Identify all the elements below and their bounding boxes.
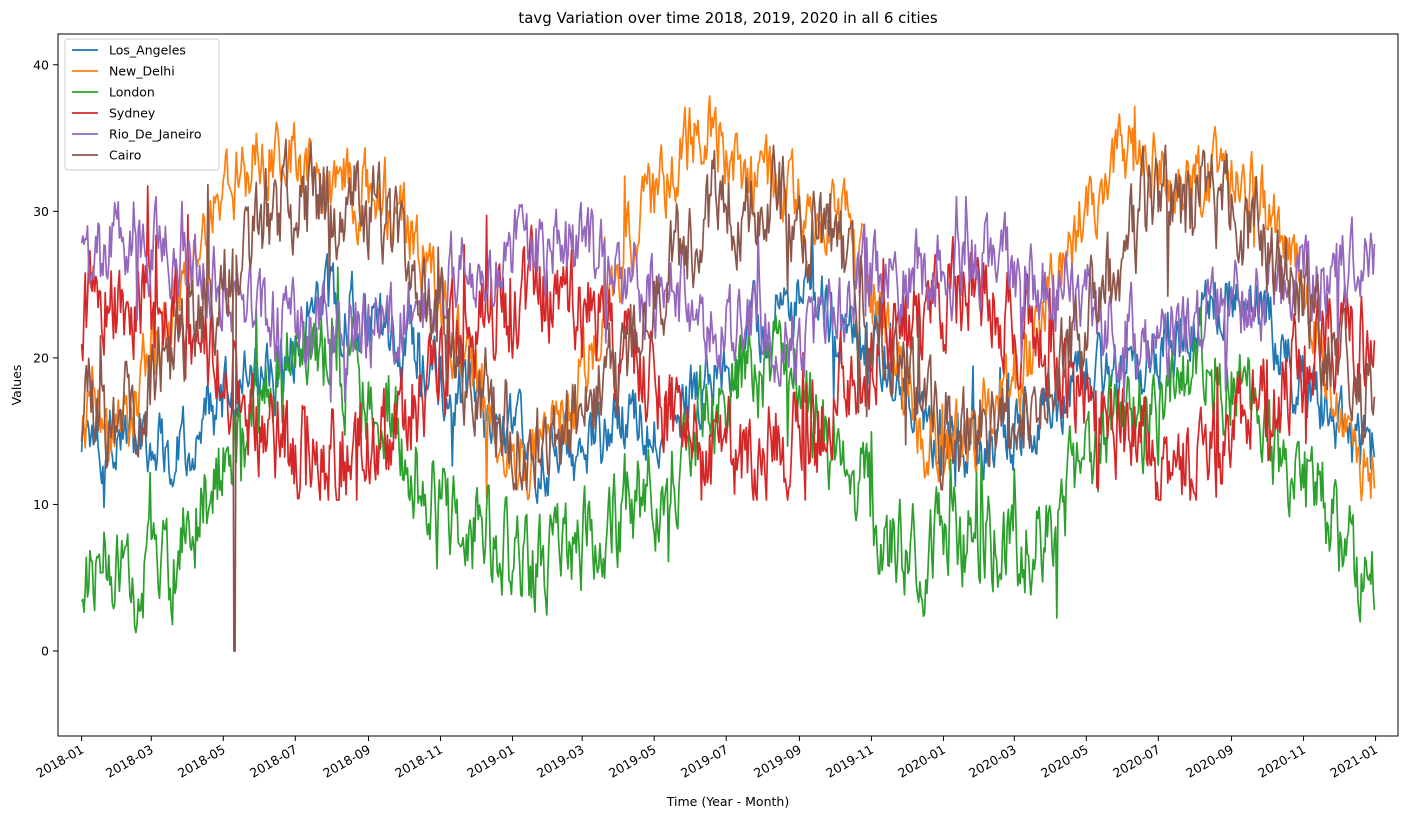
legend-label: London <box>109 85 155 100</box>
y-tick-label: 40 <box>33 57 49 72</box>
x-tick-label: 2021-01 <box>1327 742 1380 781</box>
x-tick-label: 2020-07 <box>1110 742 1163 781</box>
series-line-sydney <box>80 185 1376 501</box>
series-line-los-angeles <box>80 225 1376 509</box>
y-axis-label: Values <box>9 365 24 406</box>
legend-label: New_Delhi <box>109 64 175 79</box>
legend-label: Sydney <box>109 106 156 121</box>
x-tick-label: 2018-11 <box>392 742 445 781</box>
series-layer <box>80 95 1376 652</box>
chart-title: tavg Variation over time 2018, 2019, 202… <box>518 9 938 27</box>
x-tick-label: 2018-09 <box>320 742 373 781</box>
x-tick-label: 2019-01 <box>464 742 517 781</box>
y-tick-label: 20 <box>33 350 49 365</box>
y-tick-label: 0 <box>41 643 49 658</box>
x-tick-label: 2019-05 <box>606 742 659 781</box>
x-tick-label: 2020-09 <box>1183 742 1236 781</box>
y-tick-label: 30 <box>33 204 49 219</box>
x-tick-label: 2019-07 <box>678 742 731 781</box>
x-tick-label: 2019-03 <box>534 742 587 781</box>
x-tick-label: 2018-07 <box>247 742 300 781</box>
x-tick-label: 2018-01 <box>33 742 86 781</box>
legend-label: Los_Angeles <box>109 43 186 58</box>
x-tick-label: 2018-03 <box>103 742 156 781</box>
x-tick-label: 2019-11 <box>823 742 876 781</box>
plot-frame <box>57 33 1399 737</box>
x-tick-label: 2020-11 <box>1255 742 1308 781</box>
series-line-cairo <box>80 138 1376 652</box>
series-line-new-delhi <box>80 95 1376 502</box>
x-tick-label: 2020-03 <box>966 742 1019 781</box>
series-line-rio-de-janeiro <box>80 195 1376 403</box>
y-tick-label: 10 <box>33 497 49 512</box>
x-tick-label: 2019-09 <box>751 742 804 781</box>
x-tick-label: 2018-05 <box>175 742 228 781</box>
x-axis-label: Time (Year - Month) <box>666 794 789 809</box>
legend: Los_Angeles New_Delhi London Sydney Rio_De_J… <box>64 38 220 171</box>
legend-label: Cairo <box>109 148 141 163</box>
x-tick-label: 2020-01 <box>895 742 948 781</box>
y-axis-ticks: 0 10 20 30 40 <box>33 57 58 658</box>
legend-label: Rio_De_Janeiro <box>109 127 202 142</box>
legend-box <box>64 38 220 171</box>
x-axis-ticks: 2018-01 2018-03 2018-05 2018-07 2018-09 2018-… <box>33 736 1380 781</box>
x-tick-label: 2020-05 <box>1038 742 1091 781</box>
